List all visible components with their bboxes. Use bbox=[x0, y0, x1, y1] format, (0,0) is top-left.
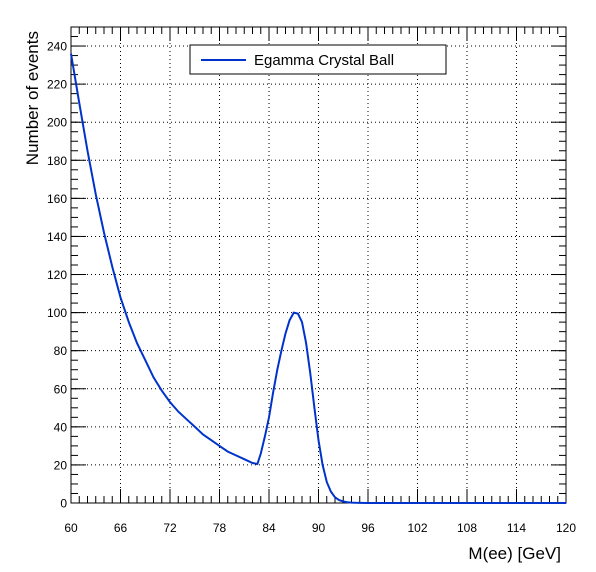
x-tick-label: 84 bbox=[262, 521, 276, 535]
y-tick-label: 80 bbox=[54, 344, 68, 358]
plot-frame bbox=[70, 26, 567, 504]
y-tick-label: 100 bbox=[47, 306, 67, 320]
y-tick-label: 20 bbox=[54, 458, 68, 472]
y-tick-label: 220 bbox=[47, 78, 67, 92]
tick-labels: 60 66 72 78 84 90 96 102 108 114 120 0 20 40 60 80 100 12… bbox=[47, 40, 576, 535]
x-tick-label: 96 bbox=[361, 521, 375, 535]
y-tick-label: 140 bbox=[47, 230, 67, 244]
x-axis-label: M(ee) [GeV] bbox=[468, 544, 561, 563]
grid bbox=[71, 27, 566, 503]
legend: Egamma Crystal Ball bbox=[189, 44, 447, 75]
y-tick-label: 180 bbox=[47, 154, 67, 168]
x-tick-label: 66 bbox=[114, 521, 128, 535]
x-tick-label: 114 bbox=[507, 521, 526, 535]
x-tick-label: 108 bbox=[457, 521, 477, 535]
y-tick-label: 120 bbox=[47, 268, 67, 282]
series-line bbox=[70, 53, 566, 504]
y-tick-label: 0 bbox=[60, 497, 67, 511]
y-tick-label: 200 bbox=[47, 116, 67, 130]
y-tick-label: 60 bbox=[54, 382, 68, 396]
x-tick-label: 90 bbox=[312, 521, 326, 535]
x-tick-label: 102 bbox=[407, 521, 427, 535]
x-tick-label: 60 bbox=[64, 521, 78, 535]
y-tick-label: 160 bbox=[47, 192, 67, 206]
x-tick-label: 72 bbox=[163, 521, 177, 535]
y-tick-label: 40 bbox=[54, 420, 68, 434]
x-tick-label: 78 bbox=[213, 521, 227, 535]
y-axis-label: Number of events bbox=[23, 31, 42, 165]
y-tick-label: 240 bbox=[47, 40, 67, 54]
x-tick-label: 120 bbox=[556, 521, 576, 535]
legend-label: Egamma Crystal Ball bbox=[254, 52, 394, 69]
